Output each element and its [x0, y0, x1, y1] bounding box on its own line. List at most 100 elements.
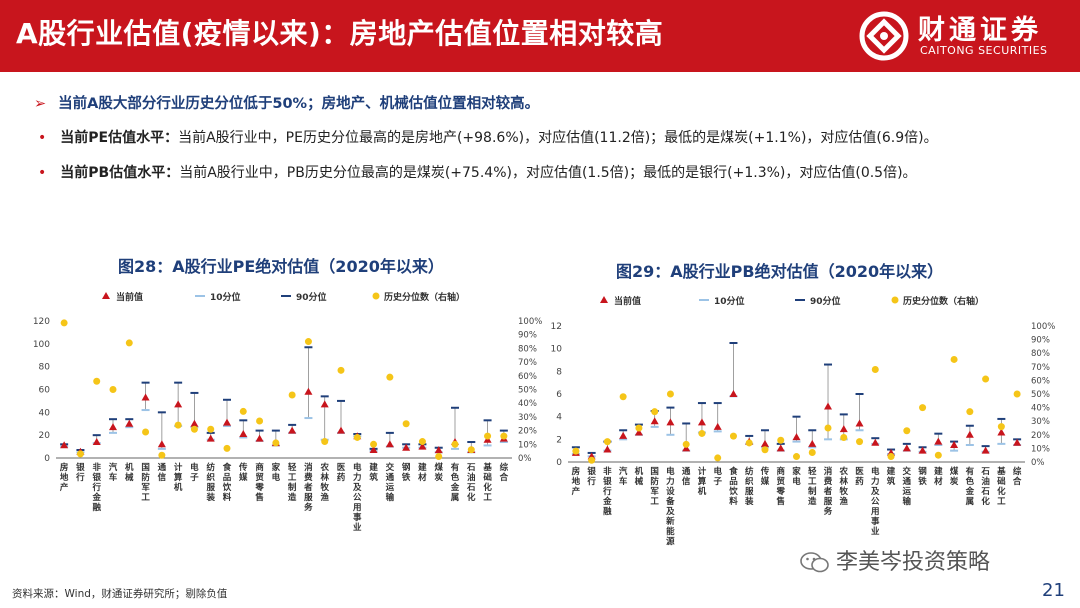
percentile-dot: [158, 451, 166, 459]
x-category-char: 有: [451, 462, 460, 473]
percentile-dot: [619, 393, 627, 401]
caitong-logo-icon: [859, 11, 909, 61]
x-category-char: 有: [966, 466, 975, 477]
percentile-dot: [93, 377, 101, 385]
x-category-char: 造: [288, 492, 297, 503]
pb-valuation-chart: 当前值 10分位 90分位 历史分位数（右轴） 0 2 4 6 8 10 12 0% 10% 20% 30%…: [551, 295, 1056, 547]
x-category-char: 建: [417, 462, 427, 473]
chart-title-pb: 图29：A股行业PB绝对估值（2020年以来）: [616, 262, 944, 281]
y2-tick-label: 0%: [518, 454, 532, 464]
x-category-label: 传媒: [760, 466, 770, 487]
y2-tick-label: 90%: [518, 331, 537, 341]
x-category-char: 消: [824, 466, 833, 477]
x-category-char: 制: [288, 482, 297, 493]
y2-tick-label: 40%: [1031, 404, 1050, 414]
x-category-char: 工: [808, 477, 817, 487]
x-category-char: 计: [174, 462, 183, 473]
x-category-char: 贸: [255, 472, 264, 483]
x-category-label: 纺织服装: [744, 466, 754, 507]
x-category-char: 药: [337, 472, 346, 483]
current-value-marker: [288, 426, 297, 434]
percentile-dot: [808, 448, 816, 456]
x-category-char: 务: [304, 502, 313, 513]
x-category-char: 纺: [745, 466, 754, 477]
x-category-char: 输: [386, 492, 395, 503]
current-value-marker: [650, 417, 659, 425]
x-category-char: 牧: [840, 486, 849, 497]
x-category-label: 农林牧渔: [839, 466, 849, 507]
x-category-char: 服: [206, 483, 215, 493]
x-category-char: 力: [666, 476, 675, 487]
y2-tick-label: 50%: [1031, 390, 1050, 400]
x-category-char: 铁: [918, 476, 927, 487]
x-category-label: 电力及公用事业: [870, 466, 880, 537]
x-category-char: 材: [933, 476, 943, 487]
current-value-marker: [965, 430, 974, 438]
x-category-char: 通: [903, 476, 912, 487]
x-category-label: 非银行金融: [91, 462, 101, 513]
current-value-marker: [206, 434, 215, 442]
bullet-dot-icon: •: [38, 165, 47, 181]
current-value-marker: [981, 446, 990, 454]
x-category-char: 媒: [238, 472, 248, 483]
x-category-char: 力: [871, 476, 880, 487]
y2-tick-label: 80%: [1031, 349, 1050, 359]
percentile-dot: [142, 428, 150, 436]
x-category-label: 电子: [190, 462, 199, 483]
x-category-label: 消费者服务: [303, 462, 313, 513]
current-value-marker: [871, 438, 880, 446]
x-category-char: 通: [158, 462, 167, 473]
percentile-dot: [682, 440, 690, 448]
x-category-label: 纺织服装: [205, 462, 215, 503]
x-category-char: 银: [91, 472, 101, 483]
percentile-dot: [666, 390, 674, 398]
y-tick-label: 20: [39, 431, 51, 441]
x-category-label: 传媒: [238, 462, 248, 483]
x-category-char: 础: [483, 472, 492, 483]
x-category-char: 通: [682, 466, 691, 477]
legend-label-percentile: 历史分位数（右轴）: [384, 291, 465, 303]
percentile-dot: [451, 440, 459, 448]
x-category-label: 交通运输: [903, 466, 912, 507]
x-category-char: 融: [603, 506, 612, 517]
x-category-char: 力: [353, 472, 362, 483]
x-category-label: 综合: [499, 462, 509, 483]
x-category-char: 金: [91, 492, 101, 503]
x-category-char: 子: [713, 477, 722, 487]
percentile-dot: [288, 391, 296, 399]
x-category-label: 房地产: [572, 466, 581, 497]
percentile-dot: [500, 432, 508, 440]
x-category-char: 国: [650, 466, 659, 477]
x-category-char: 运: [903, 487, 912, 497]
x-category-label: 商贸零售: [775, 466, 785, 507]
percentile-dot: [856, 438, 864, 446]
percentile-dot: [272, 439, 280, 447]
current-value-marker: [855, 419, 864, 427]
x-category-char: 油: [981, 476, 990, 487]
logo-text-cn: 财通证券: [918, 15, 1042, 46]
percentile-dot: [635, 424, 643, 432]
y2-tick-label: 100%: [1031, 322, 1055, 332]
summary-text: 当前A股大部分行业历史分位低于50%；房地产、机械估值位置相对较高。: [58, 96, 540, 112]
x-category-char: 化: [467, 492, 476, 503]
legend-marker-current: [102, 292, 110, 299]
legend-marker-current: [600, 296, 608, 303]
x-category-char: 运: [386, 483, 395, 493]
percentile-dot: [337, 366, 345, 374]
pe-bullet-label: 当前PE估值水平：: [60, 130, 179, 146]
percentile-dot: [572, 447, 580, 455]
x-category-char: 牧: [320, 482, 329, 493]
current-value-marker: [760, 439, 769, 447]
x-category-char: 用: [870, 507, 880, 517]
x-category-char: 零: [254, 482, 264, 493]
x-category-label: 机械: [125, 462, 134, 483]
x-category-char: 防: [650, 476, 659, 487]
x-category-label: 基础化工: [996, 466, 1006, 507]
x-category-char: 金: [965, 486, 975, 497]
x-category-char: 银: [75, 462, 85, 473]
x-category-char: 源: [666, 536, 675, 547]
percentile-dot: [919, 404, 927, 412]
current-value-marker: [141, 393, 150, 401]
x-category-char: 算: [174, 472, 183, 483]
x-category-char: 防: [141, 472, 150, 483]
